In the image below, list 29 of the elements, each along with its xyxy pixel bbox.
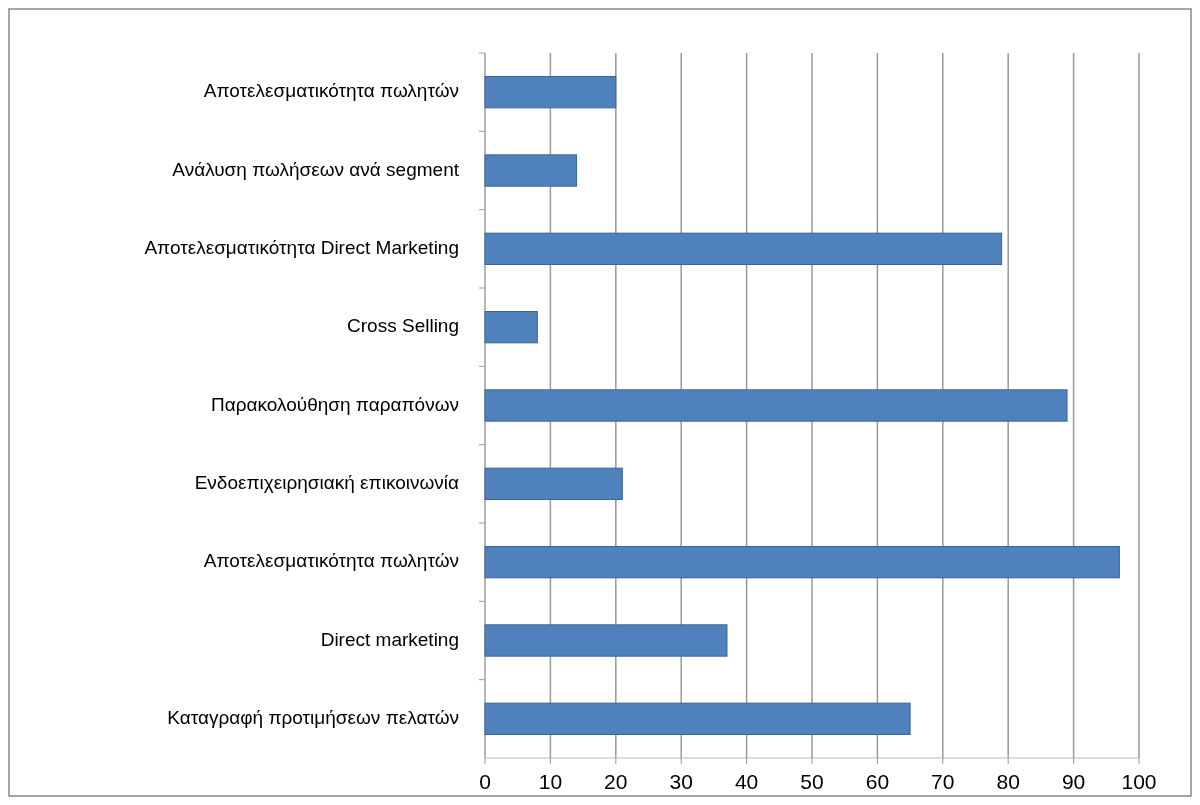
x-tick-label: 100 bbox=[1121, 770, 1157, 793]
x-tick-label: 30 bbox=[669, 770, 693, 793]
y-tick-label: Cross Selling bbox=[347, 315, 459, 337]
y-tick-label: Καταγραφή προτιμήσεων πελατών bbox=[167, 706, 459, 728]
x-tick-label: 70 bbox=[931, 770, 955, 793]
x-tick-label: 50 bbox=[800, 770, 824, 793]
bar bbox=[484, 232, 1003, 265]
x-tick-label: 20 bbox=[604, 770, 628, 793]
bar bbox=[484, 311, 538, 344]
bar bbox=[484, 546, 1120, 579]
bar bbox=[484, 389, 1068, 422]
bar bbox=[484, 702, 911, 735]
bar bbox=[484, 76, 617, 109]
x-tick-label: 0 bbox=[479, 770, 491, 793]
y-tick-label: Αποτελεσματικότητα Direct Marketing bbox=[144, 236, 459, 258]
y-tick-label: Παρακολούθηση παραπόνων bbox=[211, 393, 459, 415]
bar bbox=[484, 467, 623, 500]
y-tick-label: Αποτελεσματικότητα πωλητών bbox=[203, 550, 459, 572]
y-tick-label: Ενδοεπιχειρησιακή επικοινωνία bbox=[194, 471, 459, 493]
bar bbox=[484, 154, 578, 187]
y-tick-label: Ανάλυση πωλήσεων ανά segment bbox=[172, 158, 460, 180]
x-tick-label: 40 bbox=[734, 770, 759, 793]
x-tick-label: 80 bbox=[996, 770, 1020, 793]
bar bbox=[484, 624, 728, 657]
y-tick-label: Αποτελεσματικότητα πωλητών bbox=[203, 80, 459, 102]
x-tick-label: 60 bbox=[865, 770, 890, 793]
y-tick-label: Direct marketing bbox=[320, 628, 459, 650]
x-tick-label: 90 bbox=[1061, 770, 1086, 793]
x-tick-label: 10 bbox=[538, 770, 563, 793]
